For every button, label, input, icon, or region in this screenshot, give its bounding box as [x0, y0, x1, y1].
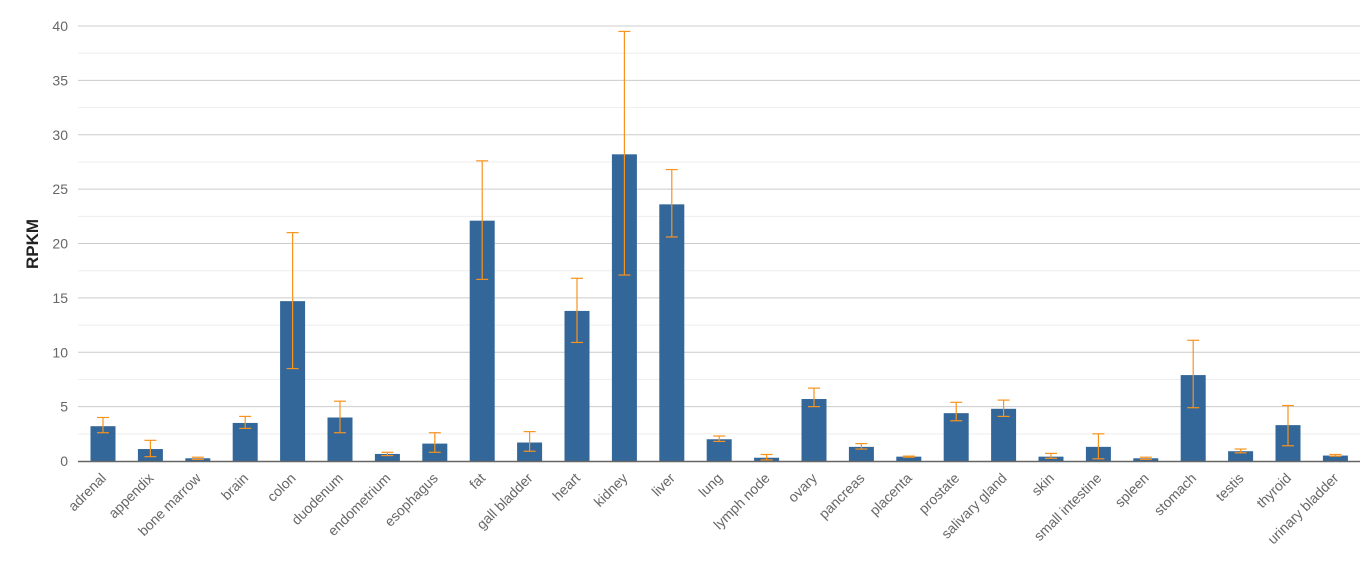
- error-bar-prostate: [950, 401, 963, 422]
- error-bar-heart: [571, 277, 583, 344]
- x-tick-label: skin: [1028, 470, 1057, 499]
- bars: [90, 154, 1348, 461]
- x-tick-label: ovary: [785, 470, 821, 506]
- error-bar-bone-marrow: [191, 456, 204, 460]
- y-tick-label: 0: [60, 453, 68, 469]
- x-tick-label: kidney: [591, 470, 631, 510]
- x-tick-label: fat: [466, 470, 488, 492]
- y-tick-label: 5: [60, 399, 68, 415]
- error-bar-testis: [1234, 448, 1247, 454]
- bar-salivary-gland[interactable]: [991, 408, 1017, 461]
- error-bar-gall-bladder: [523, 431, 536, 452]
- error-bar-stomach: [1187, 339, 1200, 409]
- error-bar-pancreas: [855, 443, 868, 450]
- x-tick-label: spleen: [1111, 470, 1151, 510]
- error-bars: [97, 30, 1342, 461]
- error-bar-colon: [286, 232, 299, 370]
- bar-liver[interactable]: [659, 204, 685, 461]
- error-bar-salivary-gland: [997, 399, 1010, 418]
- y-tick-label: 30: [52, 127, 68, 143]
- bar-urinary-bladder[interactable]: [1322, 455, 1348, 461]
- y-tick-label: 40: [52, 18, 68, 34]
- error-bar-spleen: [1139, 456, 1152, 460]
- error-bar-kidney: [618, 30, 631, 276]
- error-bar-thyroid: [1282, 404, 1294, 447]
- error-bar-brain: [239, 415, 252, 429]
- x-tick-label: liver: [648, 470, 678, 500]
- error-bar-esophagus: [428, 432, 441, 453]
- x-tick-label: lung: [695, 470, 725, 500]
- bar-endometrium[interactable]: [374, 453, 400, 461]
- x-tick-label: stomach: [1151, 470, 1200, 519]
- x-tick-label: heart: [549, 470, 583, 504]
- x-tick-label: placenta: [866, 470, 915, 519]
- bar-ovary[interactable]: [801, 399, 827, 461]
- bar-lung[interactable]: [706, 439, 732, 461]
- y-axis-title: RPKM: [23, 219, 42, 269]
- y-tick-label: 15: [52, 290, 68, 306]
- error-bar-ovary: [808, 387, 820, 408]
- error-bar-liver: [665, 168, 678, 238]
- error-bar-urinary-bladder: [1329, 453, 1342, 457]
- bar-brain[interactable]: [232, 422, 258, 461]
- error-bar-lymph-node: [760, 453, 773, 461]
- grid-lines: [78, 25, 1360, 435]
- x-tick-label: pancreas: [815, 470, 867, 522]
- x-tick-label: adrenal: [65, 470, 109, 514]
- y-tick-label: 20: [52, 236, 68, 252]
- error-bar-skin: [1045, 452, 1057, 459]
- y-tick-label: 35: [52, 72, 68, 88]
- x-tick-label: colon: [264, 470, 299, 505]
- error-bar-adrenal: [97, 416, 109, 434]
- x-tick-label: thyroid: [1253, 470, 1294, 511]
- x-tick-label: prostate: [915, 470, 962, 517]
- y-tick-labels: 0 5 10 15 20 25 30 35 40: [52, 18, 68, 469]
- bar-testis[interactable]: [1228, 451, 1254, 461]
- error-bar-placenta: [902, 455, 915, 458]
- bar-pancreas[interactable]: [848, 446, 874, 461]
- x-tick-label: testis: [1212, 470, 1246, 504]
- x-tick-label: brain: [218, 470, 251, 503]
- bar-placenta[interactable]: [896, 456, 922, 461]
- y-tick-label: 25: [52, 181, 68, 197]
- error-bar-fat: [476, 160, 489, 280]
- error-bar-endometrium: [381, 451, 394, 457]
- y-tick-label: 10: [52, 344, 68, 360]
- error-bar-small-intestine: [1092, 433, 1105, 460]
- error-bar-lung: [713, 435, 726, 443]
- error-bar-duodenum: [334, 400, 346, 434]
- error-bar-appendix: [144, 439, 157, 458]
